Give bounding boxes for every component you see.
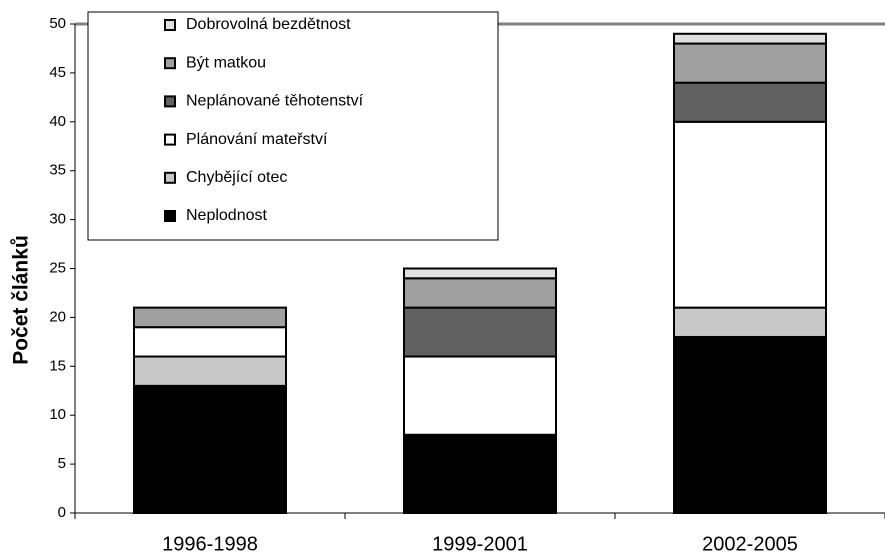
- bar-segment: [673, 42, 827, 84]
- bar-segment: [133, 384, 287, 514]
- y-tick-label: 35: [49, 162, 66, 179]
- bar-segment: [673, 306, 827, 338]
- legend-label: Neplánované těhotenství: [186, 93, 364, 110]
- bar-segment: [673, 32, 827, 45]
- bar-segment: [133, 355, 287, 387]
- legend-swatch: [164, 133, 176, 146]
- bar-segment: [403, 267, 557, 280]
- legend-swatch: [164, 171, 176, 184]
- legend-label: Plánování mateřství: [186, 131, 328, 148]
- y-tick-label: 5: [58, 455, 66, 472]
- y-tick-label: 0: [58, 504, 66, 521]
- y-tick-label: 30: [49, 211, 66, 228]
- bar-segment: [403, 433, 557, 515]
- bar-segment: [403, 306, 557, 358]
- bar-segment: [403, 355, 557, 436]
- y-axis-label: Počet článků: [10, 235, 33, 365]
- bar-segment: [403, 277, 557, 309]
- legend-swatch: [164, 210, 176, 222]
- y-tick-label: 20: [49, 308, 66, 325]
- legend-box: [87, 11, 499, 241]
- y-tick-label: 15: [49, 357, 66, 374]
- y-tick-label: 40: [49, 113, 66, 130]
- legend-swatch: [164, 57, 176, 70]
- bar-segment: [133, 306, 287, 329]
- bar-segment: [673, 81, 827, 123]
- y-tick-label: 25: [49, 259, 66, 276]
- legend-label: Chybějící otec: [186, 169, 287, 186]
- y-tick-label: 10: [49, 406, 66, 423]
- legend-label: Neplodnost: [186, 207, 268, 224]
- legend-label: Být matkou: [186, 54, 266, 71]
- bar-segment: [673, 335, 827, 514]
- x-tick-label: 2002-2005: [702, 533, 798, 555]
- legend-swatch: [164, 95, 176, 108]
- bar-segment: [133, 326, 287, 358]
- x-tick-label: 1999-2001: [432, 533, 528, 555]
- legend-label: Dobrovolná bezdětnost: [186, 16, 351, 33]
- legend-swatch: [164, 19, 176, 31]
- y-tick-label: 45: [49, 64, 66, 81]
- bar-segment: [673, 120, 827, 309]
- y-tick-label: 50: [49, 15, 66, 32]
- x-tick-label: 1996-1998: [162, 533, 258, 555]
